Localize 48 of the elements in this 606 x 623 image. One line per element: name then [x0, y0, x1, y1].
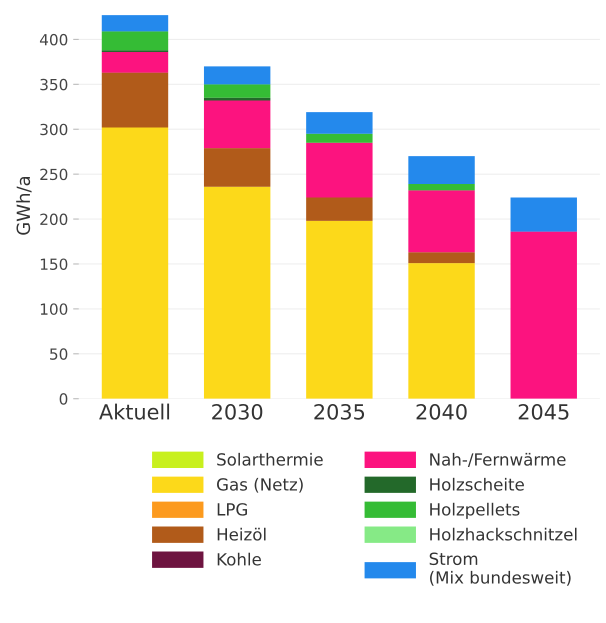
- bar: [204, 186, 270, 399]
- bar: [102, 72, 168, 128]
- y-tick-label: 0: [60, 393, 68, 405]
- bar: [306, 142, 373, 198]
- bar: [510, 232, 577, 399]
- y-tick-label: 400: [40, 34, 68, 46]
- bar: [408, 263, 475, 399]
- bar: [408, 156, 475, 184]
- bar: [102, 52, 168, 73]
- bar: [204, 100, 270, 148]
- x-tick-label: 2040: [416, 404, 467, 420]
- bar: [102, 31, 168, 50]
- y-tick-label: 50: [50, 348, 68, 360]
- legend-label: Holzpellets: [430, 502, 520, 519]
- y-tick-label: 150: [40, 258, 68, 270]
- bar: [204, 66, 270, 84]
- y-tick-label: 100: [40, 303, 68, 315]
- bar: [408, 184, 475, 190]
- bar: [102, 15, 168, 32]
- bar: [408, 252, 475, 264]
- bar: [306, 198, 373, 221]
- legend-label: Kohle: [218, 552, 261, 566]
- legend-label: LPG: [218, 503, 247, 516]
- bar: [306, 220, 373, 399]
- bar: [306, 134, 373, 143]
- legend-label: Holzscheite: [430, 478, 524, 491]
- bar: [102, 127, 168, 399]
- y-axis-title: GWh/a: [16, 177, 32, 235]
- x-tick-label: 2030: [212, 404, 262, 420]
- legend-label: Nah-/Fernwärme: [430, 452, 566, 468]
- legend-label: Gas (Netz): [217, 478, 303, 493]
- y-tick-label: 350: [40, 78, 68, 90]
- y-tick-label: 250: [40, 168, 68, 180]
- bar: [204, 148, 270, 187]
- bar: [306, 112, 373, 134]
- legend-label: Solarthermie: [217, 452, 323, 466]
- bar: [510, 198, 577, 232]
- x-tick-label: 2035: [314, 404, 364, 420]
- x-tick-label: Aktuell: [99, 404, 170, 420]
- legend-label: Heizöl: [218, 528, 266, 541]
- bar: [204, 98, 270, 100]
- legend-label: Holzhackschnitzel: [430, 528, 577, 541]
- y-tick-label: 300: [40, 124, 68, 136]
- legend-label: Strom (Mix bundesweit): [430, 552, 571, 586]
- bar: [204, 84, 270, 98]
- y-tick-label: 200: [40, 214, 68, 226]
- bar: [408, 190, 475, 252]
- x-tick-label: 2045: [518, 404, 568, 420]
